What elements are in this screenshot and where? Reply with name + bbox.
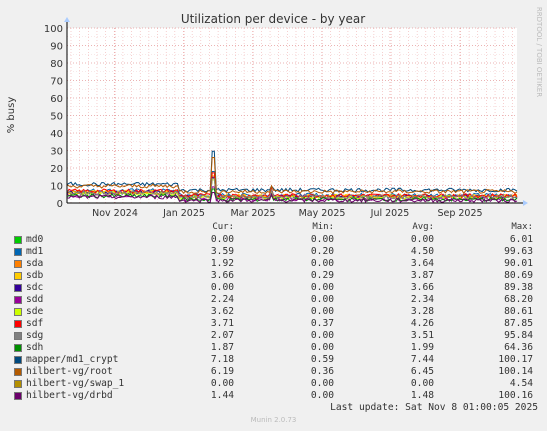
y-tick-label: 40 <box>50 129 63 140</box>
x-tick-label: May 2025 <box>299 208 346 219</box>
y-tick-label: 90 <box>50 42 63 53</box>
y-axis-label: % busy <box>6 97 17 134</box>
y-axis-arrow <box>64 17 70 22</box>
y-tick-labels: 0 10 20 30 40 50 60 70 80 90 100 <box>44 24 63 210</box>
y-tick-label: 50 <box>50 112 63 123</box>
x-tick-label: Sep 2025 <box>437 208 482 219</box>
x-tick-label: Nov 2024 <box>92 208 138 219</box>
x-axis-arrow <box>523 200 528 206</box>
y-tick-label: 60 <box>50 94 63 105</box>
y-tick-label: 70 <box>50 77 63 88</box>
grid <box>67 27 517 204</box>
y-tick-label: 30 <box>50 147 63 158</box>
x-tick-labels: Nov 2024 Jan 2025 Mar 2025 May 2025 Jul 2025… <box>92 208 482 219</box>
y-tick-label: 80 <box>50 59 63 70</box>
rrdtool-watermark: RRDTOOL / TOBI OETIKER <box>535 7 543 97</box>
axes <box>64 17 528 206</box>
x-tick-label: Jan 2025 <box>162 208 205 219</box>
series-line-hilbert-vg-drbd <box>66 192 518 203</box>
y-tick-label: 20 <box>50 164 63 175</box>
series-line-sdf <box>66 172 518 199</box>
series-line-hilbert-vg-root <box>66 157 518 195</box>
x-tick-label: Mar 2025 <box>230 208 275 219</box>
y-tick-label: 100 <box>44 24 63 35</box>
x-tick-label: Jul 2025 <box>370 208 410 219</box>
series-line-sdg <box>66 178 518 200</box>
series-line-mapper-md1-crypt <box>66 150 518 193</box>
series-lines <box>66 150 518 204</box>
y-tick-label: 10 <box>50 182 63 193</box>
chart-title: Utilization per device - by year <box>181 12 365 26</box>
y-tick-label: 0 <box>57 199 63 210</box>
